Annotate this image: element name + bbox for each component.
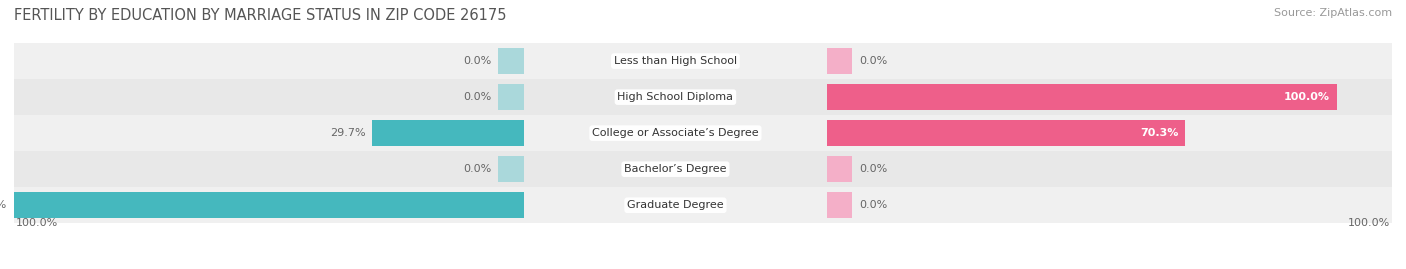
Bar: [14, 115, 1392, 151]
Bar: [14, 43, 1392, 79]
Bar: [14, 192, 524, 218]
Text: Graduate Degree: Graduate Degree: [627, 200, 724, 210]
Bar: [14, 187, 1392, 223]
Text: 70.3%: 70.3%: [1140, 128, 1178, 138]
Text: 100.0%: 100.0%: [0, 200, 7, 210]
Text: 0.0%: 0.0%: [859, 56, 887, 66]
Bar: [14, 79, 1392, 115]
Text: Bachelor’s Degree: Bachelor’s Degree: [624, 164, 727, 174]
Bar: [14, 151, 1392, 187]
Bar: [827, 84, 1337, 110]
Bar: [827, 156, 852, 182]
Bar: [373, 120, 524, 146]
Bar: [498, 84, 524, 110]
Text: 0.0%: 0.0%: [859, 200, 887, 210]
Bar: [498, 48, 524, 74]
Text: 0.0%: 0.0%: [463, 56, 492, 66]
Bar: [498, 156, 524, 182]
Text: 29.7%: 29.7%: [330, 128, 366, 138]
Text: Less than High School: Less than High School: [614, 56, 737, 66]
Text: Source: ZipAtlas.com: Source: ZipAtlas.com: [1274, 8, 1392, 18]
Text: 100.0%: 100.0%: [1348, 218, 1391, 228]
Text: 0.0%: 0.0%: [859, 164, 887, 174]
Bar: [827, 48, 852, 74]
Text: High School Diploma: High School Diploma: [617, 92, 734, 102]
Text: College or Associate’s Degree: College or Associate’s Degree: [592, 128, 759, 138]
Text: 0.0%: 0.0%: [463, 164, 492, 174]
Text: 100.0%: 100.0%: [1284, 92, 1330, 102]
Text: 0.0%: 0.0%: [463, 92, 492, 102]
Bar: [827, 120, 1185, 146]
Text: 100.0%: 100.0%: [15, 218, 58, 228]
Text: FERTILITY BY EDUCATION BY MARRIAGE STATUS IN ZIP CODE 26175: FERTILITY BY EDUCATION BY MARRIAGE STATU…: [14, 8, 506, 23]
Bar: [827, 192, 852, 218]
